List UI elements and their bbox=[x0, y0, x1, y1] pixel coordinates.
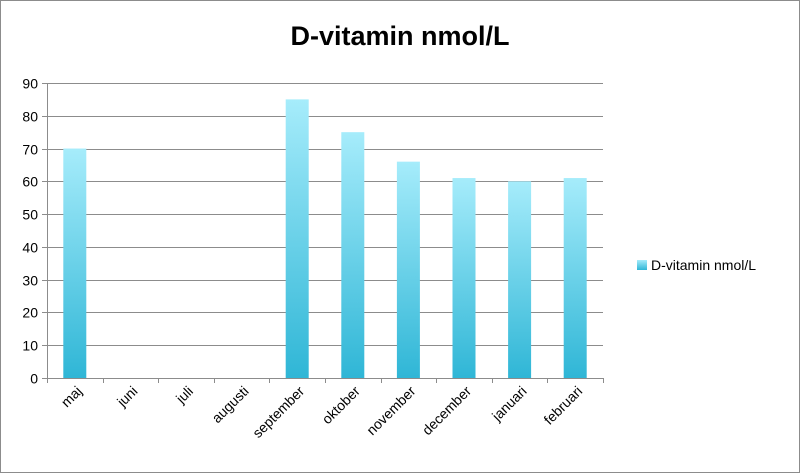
bar-maj bbox=[63, 148, 87, 378]
axes bbox=[47, 83, 604, 383]
x-tick-label: september bbox=[249, 383, 307, 441]
chart-title: D-vitamin nmol/L bbox=[290, 21, 510, 51]
bar-februari bbox=[563, 178, 587, 378]
bars bbox=[63, 99, 587, 378]
y-tick-label: 20 bbox=[22, 305, 38, 321]
y-tick-label: 90 bbox=[22, 76, 38, 92]
legend: D-vitamin nmol/L bbox=[637, 257, 756, 273]
legend-label: D-vitamin nmol/L bbox=[651, 257, 756, 273]
x-tick-label: augusti bbox=[208, 383, 251, 426]
y-tick-label: 0 bbox=[30, 371, 38, 387]
x-tick-label: februari bbox=[540, 383, 585, 428]
bar-november bbox=[396, 161, 420, 378]
bar-december bbox=[452, 178, 476, 378]
x-tick-label: juni bbox=[113, 383, 140, 410]
x-tick-label: maj bbox=[58, 383, 85, 410]
y-tick-label: 60 bbox=[22, 174, 38, 190]
y-tick-label: 10 bbox=[22, 338, 38, 354]
y-tick-label: 80 bbox=[22, 109, 38, 125]
y-tick-label: 30 bbox=[22, 273, 38, 289]
y-tick-labels: 0 10 20 30 40 50 60 70 80 90 bbox=[22, 76, 38, 387]
x-tick-label: januari bbox=[488, 383, 530, 425]
y-tick-label: 50 bbox=[22, 207, 38, 223]
x-tick-label: oktober bbox=[319, 383, 364, 428]
bar-oktober bbox=[341, 132, 365, 378]
bar-september bbox=[285, 99, 309, 378]
x-tick-label: december bbox=[419, 383, 475, 439]
bar-januari bbox=[508, 181, 532, 378]
legend-swatch bbox=[637, 260, 647, 270]
y-tick-label: 70 bbox=[22, 142, 38, 158]
x-tick-label: juli bbox=[172, 383, 196, 407]
y-tick-label: 40 bbox=[22, 240, 38, 256]
x-tick-label: november bbox=[363, 383, 419, 439]
